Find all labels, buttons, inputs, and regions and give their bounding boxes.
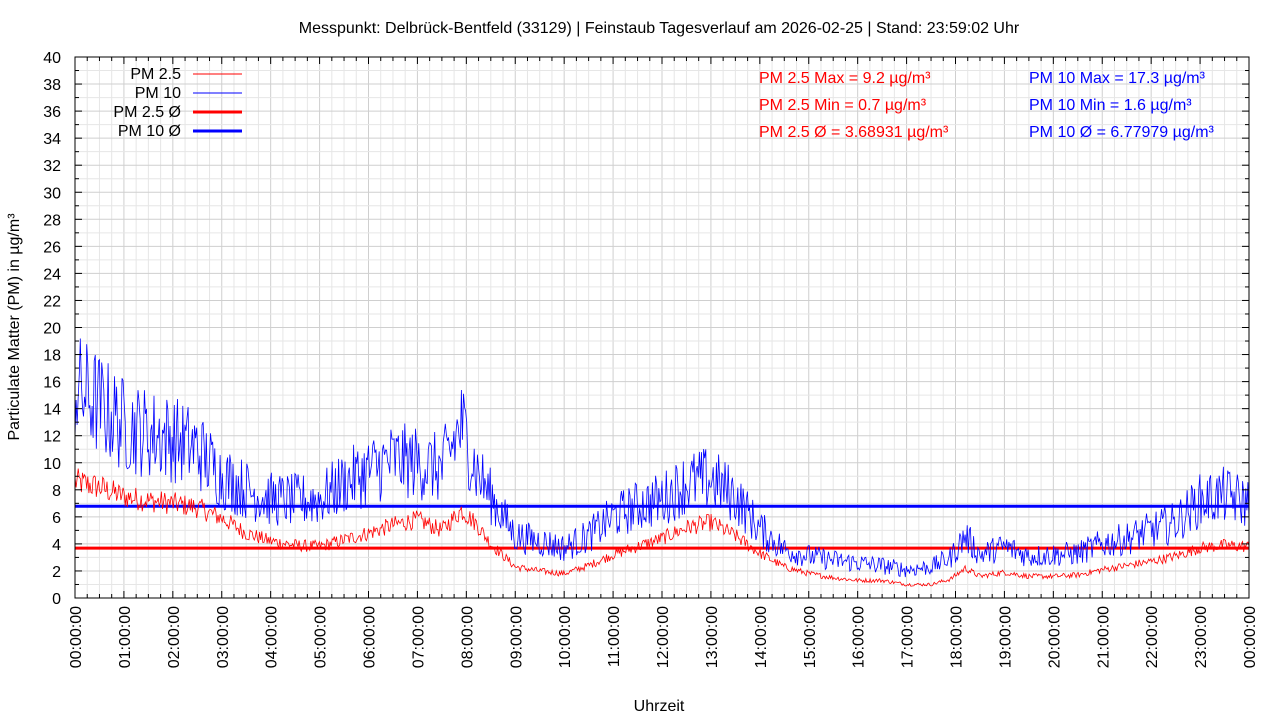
- x-tick-label: 02:00:00: [166, 606, 183, 668]
- series-lines: [74, 338, 1250, 587]
- series-line-pm25: [74, 468, 1250, 587]
- y-tick-label: 18: [43, 348, 61, 365]
- x-tick-label: 05:00:00: [313, 606, 330, 668]
- x-tick-label: 07:00:00: [410, 606, 427, 668]
- x-tick-label: 16:00:00: [851, 606, 868, 668]
- pm10-max-label: PM 10 Max = 17.3 µg/m³: [1029, 70, 1206, 87]
- x-tick-label: 19:00:00: [997, 606, 1014, 668]
- y-tick-label: 6: [52, 510, 61, 527]
- y-tick-label: 16: [43, 375, 61, 392]
- legend: PM 2.5 PM 10 PM 2.5 Ø PM 10 Ø: [113, 66, 242, 140]
- pm10-min-label: PM 10 Min = 1.6 µg/m³: [1029, 97, 1192, 114]
- x-tick-label: 18:00:00: [949, 606, 966, 668]
- y-tick-label: 0: [52, 591, 61, 608]
- x-tick-label: 20:00:00: [1046, 606, 1063, 668]
- y-tick-label: 12: [43, 429, 61, 446]
- y-tick-label: 4: [52, 537, 61, 554]
- y-tick-label: 2: [52, 564, 61, 581]
- y-tick-label: 26: [43, 239, 61, 256]
- x-tick-label: 01:00:00: [117, 606, 134, 668]
- legend-label: PM 2.5: [130, 66, 181, 83]
- y-tick-label: 32: [43, 158, 61, 175]
- y-tick-label: 8: [52, 483, 61, 500]
- x-tick-label: 03:00:00: [215, 606, 232, 668]
- y-tick-label: 22: [43, 293, 61, 310]
- x-tick-label: 06:00:00: [362, 606, 379, 668]
- legend-label: PM 2.5 Ø: [113, 104, 181, 121]
- y-tick-label: 10: [43, 456, 61, 473]
- x-tick-label: 21:00:00: [1095, 606, 1112, 668]
- y-tick-label: 30: [43, 185, 61, 202]
- x-tick-label: 04:00:00: [264, 606, 281, 668]
- x-axis-label: Uhrzeit: [634, 698, 685, 715]
- x-tick-label: 23:00:00: [1193, 606, 1210, 668]
- y-tick-label: 28: [43, 212, 61, 229]
- x-tick-labels: 00:00:00 01:00:00 02:00:00 03:00:00 04:00:00…: [68, 606, 1259, 668]
- legend-label: PM 10: [135, 85, 181, 102]
- x-tick-label: 14:00:00: [753, 606, 770, 668]
- y-tick-label: 40: [43, 50, 61, 67]
- x-tick-label: 22:00:00: [1144, 606, 1161, 668]
- legend-label: PM 10 Ø: [118, 123, 181, 140]
- y-tick-label: 38: [43, 77, 61, 94]
- chart-title: Messpunkt: Delbrück-Bentfeld (33129) | F…: [299, 20, 1020, 37]
- x-tick-label: 10:00:00: [557, 606, 574, 668]
- y-axis-label: Particulate Matter (PM) in µg/m³: [6, 213, 23, 441]
- y-tick-label: 20: [43, 321, 61, 338]
- x-tick-label: 00:00:00: [1242, 606, 1259, 668]
- y-tick-label: 24: [43, 266, 61, 283]
- pm10-stats: PM 10 Max = 17.3 µg/m³ PM 10 Min = 1.6 µ…: [1029, 70, 1215, 141]
- pm25-max-label: PM 2.5 Max = 9.2 µg/m³: [759, 70, 931, 87]
- x-tick-label: 12:00:00: [655, 606, 672, 668]
- pm25-min-label: PM 2.5 Min = 0.7 µg/m³: [759, 97, 927, 114]
- y-tick-label: 14: [43, 402, 61, 419]
- axis-ticks: [74, 56, 1250, 599]
- pm10-mean-label: PM 10 Ø = 6.77979 µg/m³: [1029, 124, 1215, 141]
- pm25-stats: PM 2.5 Max = 9.2 µg/m³ PM 2.5 Min = 0.7 …: [759, 70, 949, 141]
- series-line-pm10: [74, 338, 1250, 578]
- x-tick-label: 11:00:00: [606, 606, 623, 667]
- x-tick-label: 08:00:00: [459, 606, 476, 668]
- pm25-mean-label: PM 2.5 Ø = 3.68931 µg/m³: [759, 124, 949, 141]
- x-tick-label: 09:00:00: [508, 606, 525, 668]
- x-tick-label: 15:00:00: [802, 606, 819, 668]
- y-tick-label: 36: [43, 104, 61, 121]
- x-tick-label: 13:00:00: [704, 606, 721, 668]
- y-tick-label: 34: [43, 131, 61, 148]
- x-tick-label: 17:00:00: [900, 606, 917, 668]
- x-tick-label: 00:00:00: [68, 606, 85, 668]
